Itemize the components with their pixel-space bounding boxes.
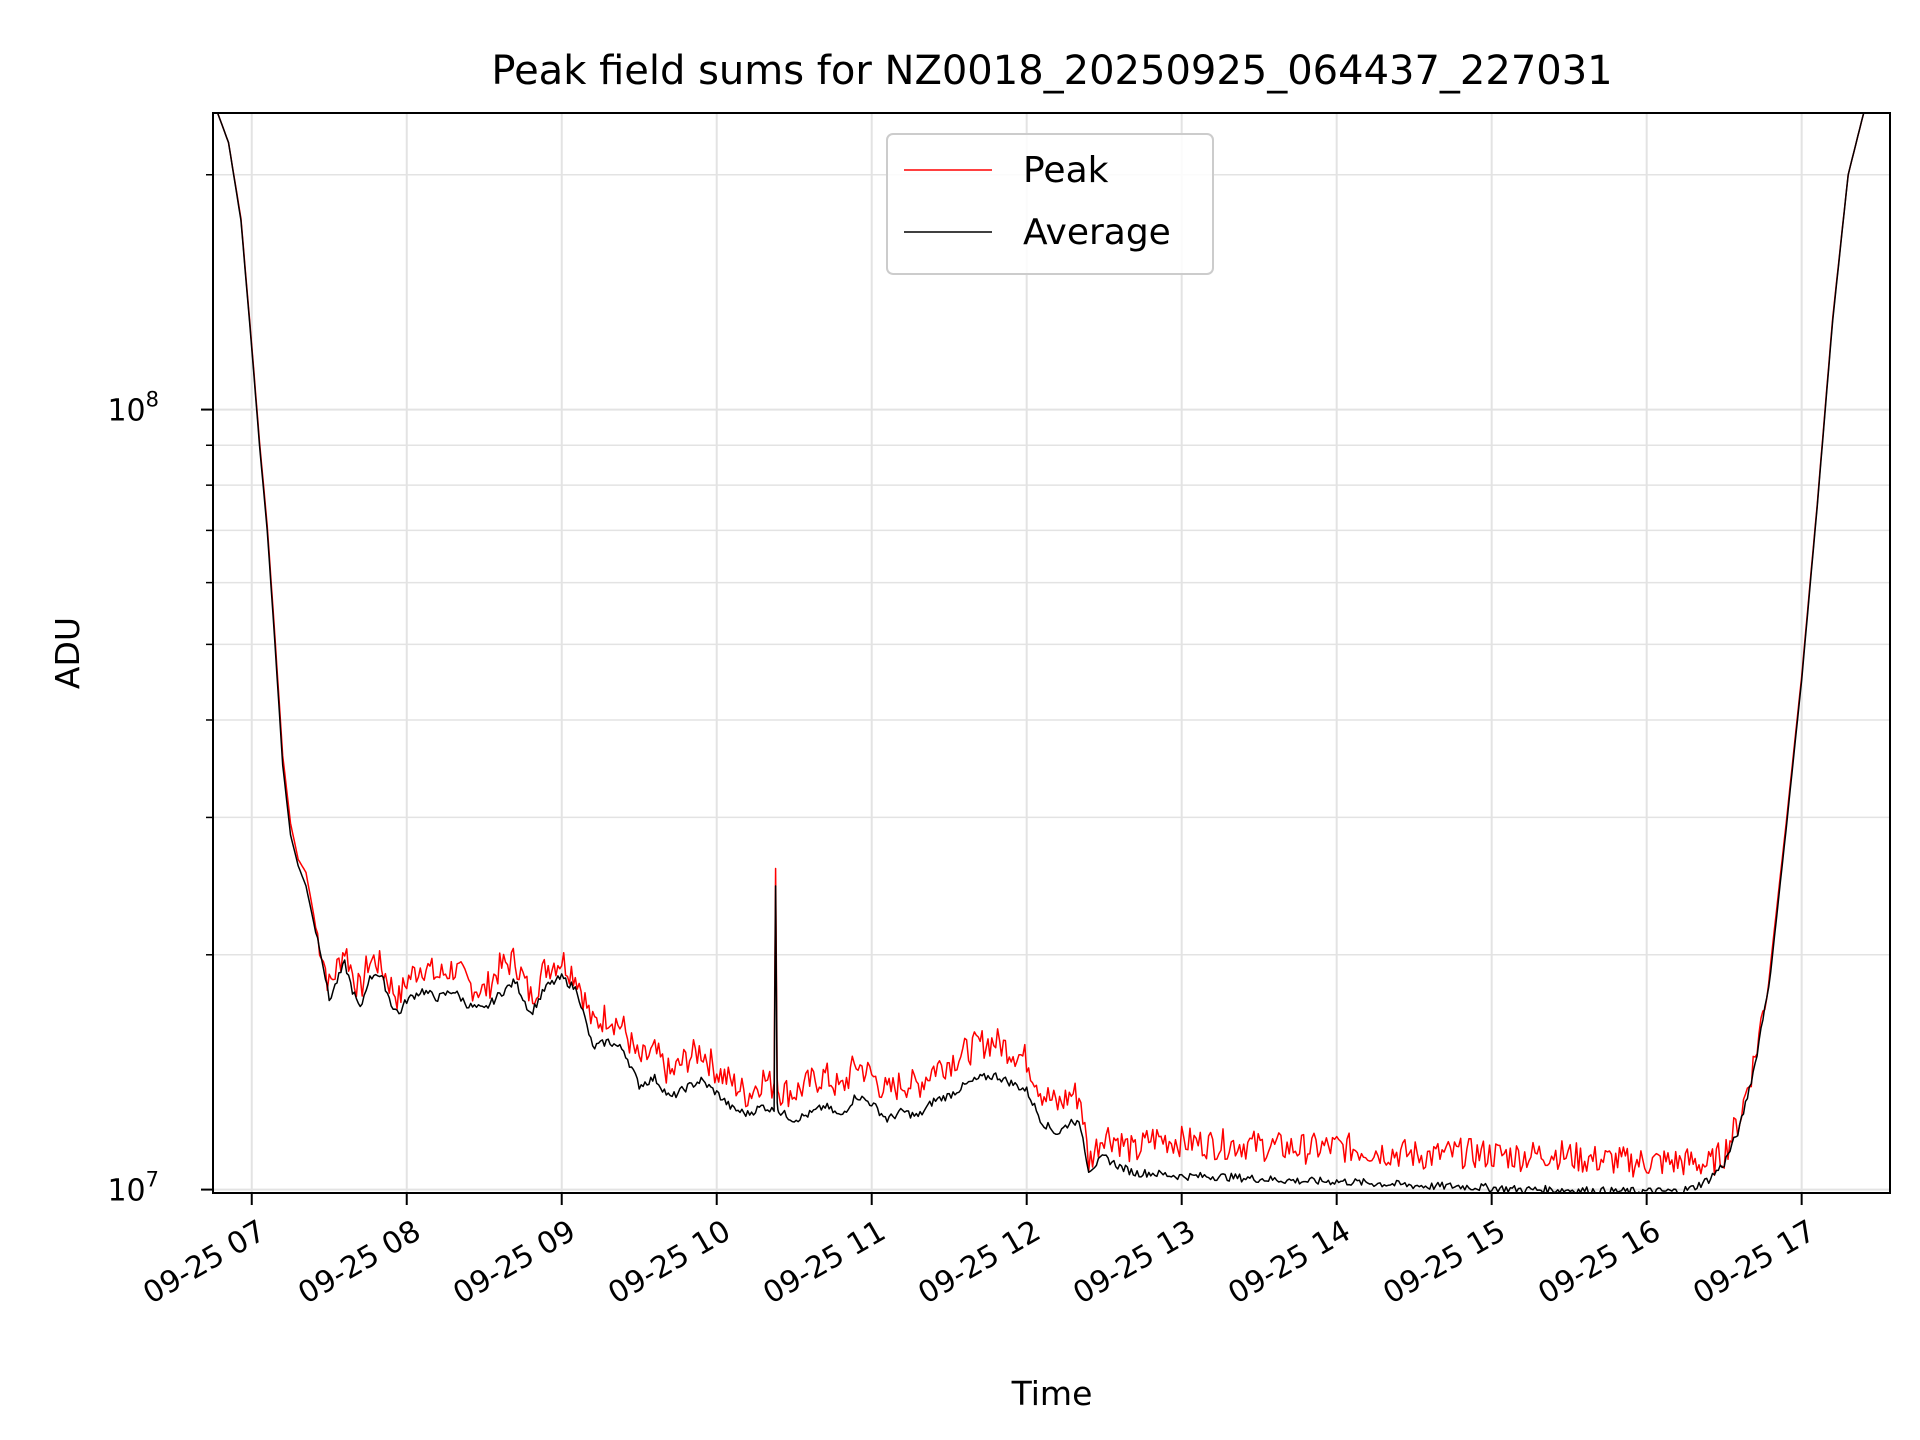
- y-tick-label-base: 10: [107, 394, 145, 429]
- chart-title: Peak field sums for NZ0018_20250925_0644…: [491, 48, 1612, 94]
- series-group: [216, 113, 1880, 1193]
- x-axis-label: Time: [1011, 1374, 1093, 1413]
- legend-label-average: Average: [1023, 212, 1171, 253]
- legend-box: [886, 133, 1214, 275]
- y-tick-label: 108: [107, 388, 159, 429]
- legend-label-peak: Peak: [1023, 150, 1109, 191]
- grid: [213, 113, 1890, 1193]
- legend: Peak Average: [886, 133, 1214, 275]
- series-line-peak: [216, 113, 1880, 1178]
- y-axis-label: ADU: [48, 617, 87, 689]
- y-tick-label-exponent: 7: [146, 1168, 159, 1192]
- series-line-average: [216, 113, 1880, 1193]
- y-tick-label-base: 10: [107, 1174, 145, 1209]
- y-tick-label: 107: [107, 1168, 159, 1209]
- plot-frame: [212, 112, 1891, 1194]
- plot-area: [213, 113, 1890, 1193]
- y-tick-label-exponent: 8: [146, 388, 159, 412]
